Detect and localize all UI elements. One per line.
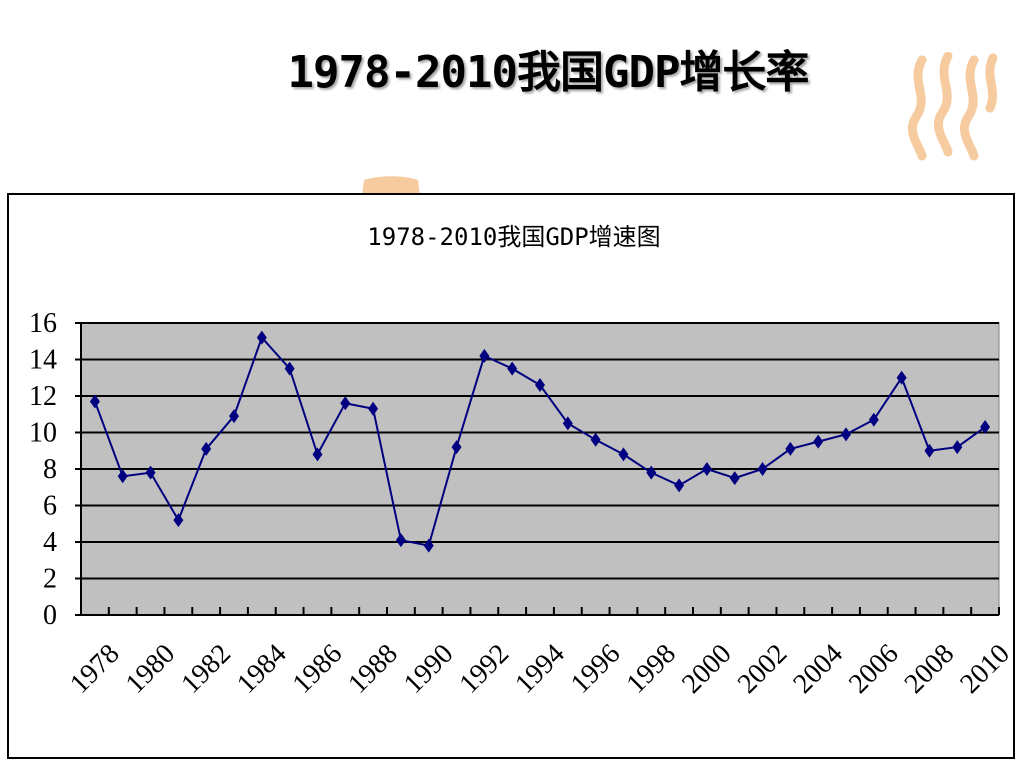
data-point-1994 xyxy=(535,378,545,393)
x-tick-label: 2008 xyxy=(899,638,961,700)
x-tick-label: 1980 xyxy=(120,638,182,700)
data-point-2003 xyxy=(785,441,796,456)
x-tick-label: 1986 xyxy=(287,638,349,700)
data-point-1993 xyxy=(507,361,518,376)
x-tick-label: 1994 xyxy=(509,638,571,700)
x-tick-label: 2002 xyxy=(732,638,794,700)
data-point-1997 xyxy=(618,447,629,462)
x-tick-label: 1988 xyxy=(342,638,404,700)
data-point-1978 xyxy=(89,394,100,409)
x-tick-label: 1978 xyxy=(64,638,126,700)
x-tick-label: 2006 xyxy=(843,638,905,700)
y-tick-label: 12 xyxy=(29,381,57,412)
y-tick-label: 16 xyxy=(29,308,57,339)
y-tick-label: 6 xyxy=(43,491,57,522)
data-point-2000 xyxy=(701,462,712,476)
data-point-2006 xyxy=(868,412,879,427)
y-tick-label: 4 xyxy=(43,527,57,558)
slide-title: 1978-2010我国GDP增长率 xyxy=(287,47,810,98)
x-tick-label: 2004 xyxy=(787,638,849,700)
data-point-1990 xyxy=(423,538,434,553)
data-point-2010 xyxy=(980,420,991,435)
data-point-1984 xyxy=(256,330,267,345)
data-point-1987 xyxy=(340,396,351,411)
gdp-growth-chart: 1978-2010我国GDP增速图 0246810121416197819801… xyxy=(29,223,1015,700)
data-point-1998 xyxy=(646,465,657,480)
data-point-1992 xyxy=(479,348,490,363)
y-tick-label: 8 xyxy=(43,454,57,485)
x-tick-label: 1998 xyxy=(621,638,683,700)
data-point-1999 xyxy=(674,478,685,493)
x-tick-label: 1992 xyxy=(454,638,516,700)
data-point-2009 xyxy=(952,440,963,455)
small-decoration xyxy=(362,176,420,196)
data-point-2004 xyxy=(813,434,824,449)
data-point-1996 xyxy=(590,432,601,447)
y-tick-label: 2 xyxy=(43,564,57,595)
x-tick-label: 1996 xyxy=(565,638,627,700)
x-tick-label: 1990 xyxy=(398,638,460,700)
data-point-2005 xyxy=(841,427,851,442)
chart-title: 1978-2010我国GDP增速图 xyxy=(367,223,660,251)
data-point-1995 xyxy=(562,416,573,431)
chart-frame: 1978-2010我国GDP增速图 0 2 4 6 8 10 12 14 16 1978 1980 1… xyxy=(7,193,1015,759)
y-tick-label: 0 xyxy=(43,600,57,631)
data-point-1988 xyxy=(368,401,379,416)
waves-decoration xyxy=(907,52,998,161)
x-tick-label: 2010 xyxy=(954,638,1015,700)
data-point-1979 xyxy=(117,469,128,484)
data-point-1981 xyxy=(173,513,184,528)
data-point-2002 xyxy=(757,462,768,476)
data-point-1986 xyxy=(312,447,323,462)
data-point-1980 xyxy=(145,465,156,480)
y-tick-label: 14 xyxy=(29,345,57,376)
x-tick-label: 2000 xyxy=(676,638,738,700)
data-point-1985 xyxy=(284,361,295,376)
x-tick-label: 1982 xyxy=(175,638,237,700)
data-point-1991 xyxy=(451,440,462,455)
data-point-1983 xyxy=(229,409,239,424)
y-tick-label: 10 xyxy=(29,418,57,449)
data-point-1982 xyxy=(201,441,212,456)
x-tick-label: 1984 xyxy=(231,638,293,700)
data-point-2007 xyxy=(896,370,907,385)
data-point-2008 xyxy=(924,443,935,458)
data-point-2001 xyxy=(729,471,740,486)
data-point-1989 xyxy=(395,533,406,548)
